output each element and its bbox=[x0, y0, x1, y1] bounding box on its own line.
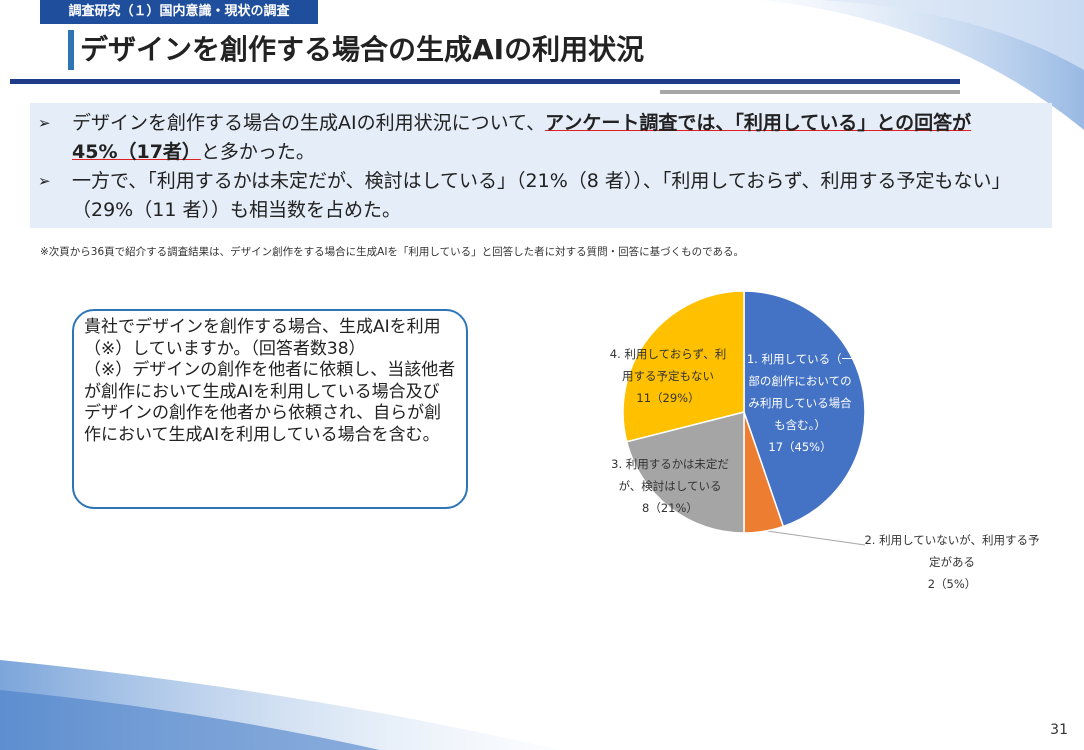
category: 3. 利用するかは未定だが、検討はしている bbox=[611, 457, 729, 493]
value-label: 11（29%） bbox=[636, 391, 700, 405]
bullet: デザインを創作する場合の生成AIの利用状況について、アンケート調査では、「利用し… bbox=[38, 109, 1037, 167]
bullet-text: 一方で、「利用するかは未定だが、検討はしている」（21%（8 者））、「利用して… bbox=[72, 170, 1011, 221]
slide-title: デザインを創作する場合の生成AIの利用状況 bbox=[80, 33, 645, 66]
section-tag: 調査研究（１）国内意識・現状の調査 bbox=[40, 0, 318, 24]
data-label: 4. 利用しておらず、利用する予定もない 11（29%） bbox=[609, 343, 727, 409]
title-bar bbox=[68, 30, 74, 70]
rule bbox=[660, 90, 960, 94]
category: 4. 利用しておらず、利用する予定もない bbox=[609, 347, 727, 383]
decoration bbox=[820, 0, 1084, 70]
question-box: 貴社でデザインを創作する場合、生成AIを利用（※）していますか。（回答者数38）… bbox=[72, 309, 468, 509]
category: 2. 利用していないが、利用する予定がある bbox=[864, 533, 1040, 569]
page-number: 31 bbox=[1050, 722, 1068, 738]
summary-box: デザインを創作する場合の生成AIの利用状況について、アンケート調査では、「利用し… bbox=[30, 103, 1052, 228]
value-label: 2（5%） bbox=[927, 577, 977, 591]
data-label: 3. 利用するかは未定だが、検討はしている 8（21%） bbox=[605, 453, 735, 519]
value-label: 8（21%） bbox=[642, 501, 698, 515]
data-label: 1. 利用している（一部の創作においてのみ利用している場合も含む。） 17（45%… bbox=[744, 348, 856, 458]
bullet-text: デザインを創作する場合の生成AIの利用状況について、 bbox=[72, 112, 546, 134]
bullet-text: と多かった。 bbox=[200, 141, 315, 163]
category: 1. 利用している（一部の創作においてのみ利用している場合も含む。） bbox=[746, 352, 854, 432]
pie-slice bbox=[743, 290, 866, 528]
decoration bbox=[0, 690, 380, 750]
pie-slice bbox=[625, 411, 745, 534]
data-label: 2. 利用していないが、利用する予定がある 2（5%） bbox=[862, 529, 1042, 595]
pie-slice bbox=[622, 290, 745, 443]
bullet-highlight: アンケート調査では、「利用している」との回答が45%（17者） bbox=[72, 112, 972, 163]
note: ※次頁から36頁で紹介する調査結果は、デザイン創作をする場合に生成AIを「利用し… bbox=[40, 246, 745, 258]
value-label: 17（45%） bbox=[768, 440, 832, 454]
leader-line bbox=[759, 529, 866, 546]
bullet: 一方で、「利用するかは未定だが、検討はしている」（21%（8 者））、「利用して… bbox=[38, 167, 1037, 225]
pie bbox=[622, 290, 866, 534]
rule bbox=[10, 79, 960, 84]
